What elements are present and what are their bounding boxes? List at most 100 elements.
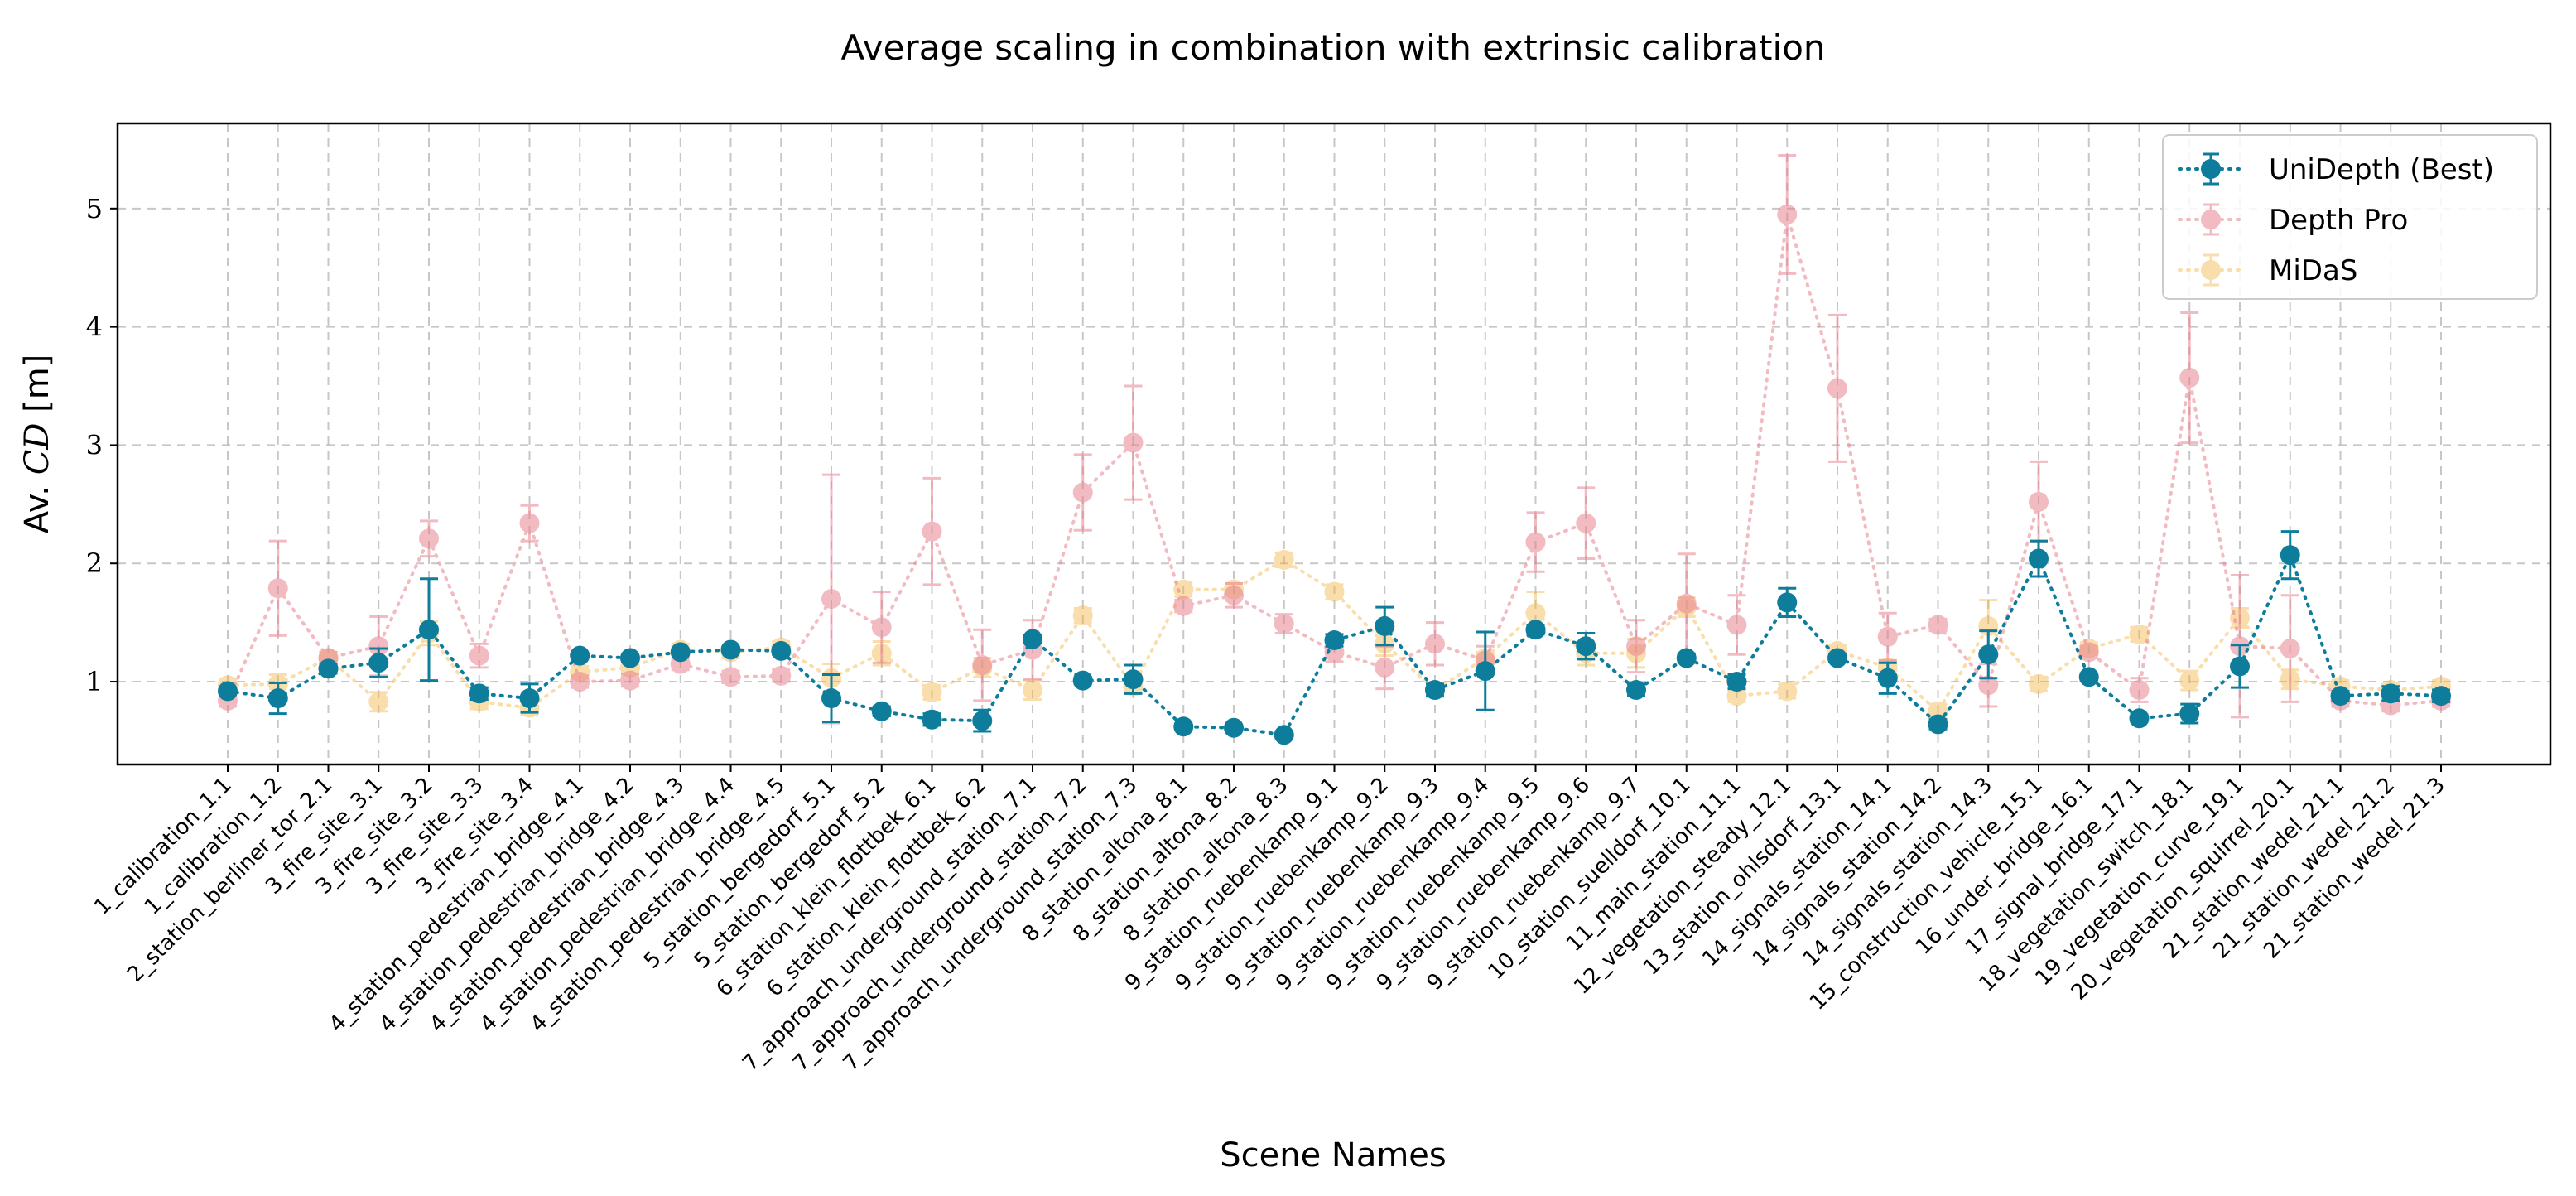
data-point [1525,532,1546,552]
data-point [1877,626,1898,647]
data-point [2179,670,2200,691]
data-point [1928,714,1948,735]
data-point [1173,579,1194,600]
data-point [2129,708,2150,729]
data-point [2431,686,2451,707]
data-point [771,640,792,661]
data-point [2179,703,2200,724]
data-point [1777,681,1798,702]
data-point [821,688,841,709]
data-point [368,653,389,673]
data-point [267,688,288,709]
data-point [1928,615,1948,635]
data-point [368,636,389,657]
data-point [1626,680,1646,701]
data-point [1978,644,1999,665]
data-point [2029,548,2049,569]
data-point [267,578,288,599]
y-axis-label: Av. CD [m] [18,354,56,534]
data-point [1072,605,1093,626]
legend-point [2201,159,2221,179]
data-point [1525,603,1546,624]
y-axis-label-suffix: [m] [18,354,56,423]
x-tick-label: 2_station_berliner_tor_2.1 [123,773,337,987]
data-point [922,709,942,730]
series-group [218,154,2451,745]
legend-label: MiDaS [2269,254,2357,287]
data-point [2029,491,2049,512]
data-point [1072,482,1093,503]
y-tick-label: 2 [86,547,103,579]
data-point [1626,636,1646,657]
legend-box [2162,134,2538,300]
data-point [871,617,892,638]
y-axis-label-prefix: Av. [18,475,56,533]
x-axis-label: Scene Names [1220,1136,1447,1174]
data-point [821,589,841,610]
data-point [419,620,439,640]
data-point [2078,642,2099,663]
data-point [218,681,238,702]
data-point [2381,683,2401,704]
data-point [1978,675,1999,696]
data-point [1777,204,1798,224]
data-point [1425,680,1445,701]
data-point [620,648,640,668]
data-point [1877,668,1898,688]
data-point [1324,630,1345,651]
series-unidepth-best [218,530,2451,745]
data-point [720,639,741,660]
data-point [922,682,942,702]
data-point [1576,636,1596,657]
data-point [771,665,792,686]
data-point [1676,593,1697,614]
data-point [519,513,540,533]
data-point [419,528,439,549]
data-point [1274,725,1294,745]
data-point [1827,648,1847,668]
x-axis: 1_calibration_1.11_calibration_1.22_stat… [89,764,2450,1077]
y-axis: 1 2 3 4 5 [86,193,118,697]
legend-marker [2178,253,2244,287]
y-axis-label-variable: CD [18,423,56,475]
legend-point [2201,260,2221,280]
legend-marker [2178,152,2244,186]
data-point [2078,667,2099,687]
data-point [1023,629,1042,649]
data-point [570,672,590,692]
data-point [670,642,691,663]
data-point [2330,686,2351,707]
chart-title: Average scaling in combination with extr… [840,27,1825,68]
y-tick-label: 4 [86,311,103,343]
data-point [318,658,339,679]
data-point [620,670,640,691]
data-point [1475,661,1495,682]
data-point [1827,378,1847,398]
data-point [1576,513,1596,533]
data-point [2129,624,2150,644]
data-point [469,645,489,666]
data-point [1375,657,1395,678]
series-line [226,557,2443,714]
data-point [2280,545,2300,566]
data-point [1525,620,1546,640]
y-tick-label: 1 [86,666,103,697]
data-point [1173,596,1194,616]
data-point [1123,669,1144,690]
y-tick-label: 3 [86,429,103,461]
data-point [1726,686,1747,707]
data-point [922,521,942,542]
data-point [1726,672,1747,692]
data-point [2129,680,2150,701]
data-point [1224,585,1244,605]
data-point [871,701,892,721]
data-point [972,711,993,731]
data-point [1777,592,1798,613]
data-point [570,645,590,666]
legend: UniDepth (Best) Depth Pro MiDaS [2162,134,2538,300]
data-point [720,667,741,687]
data-point [1375,615,1395,636]
data-point [519,688,540,709]
data-point [972,655,993,676]
